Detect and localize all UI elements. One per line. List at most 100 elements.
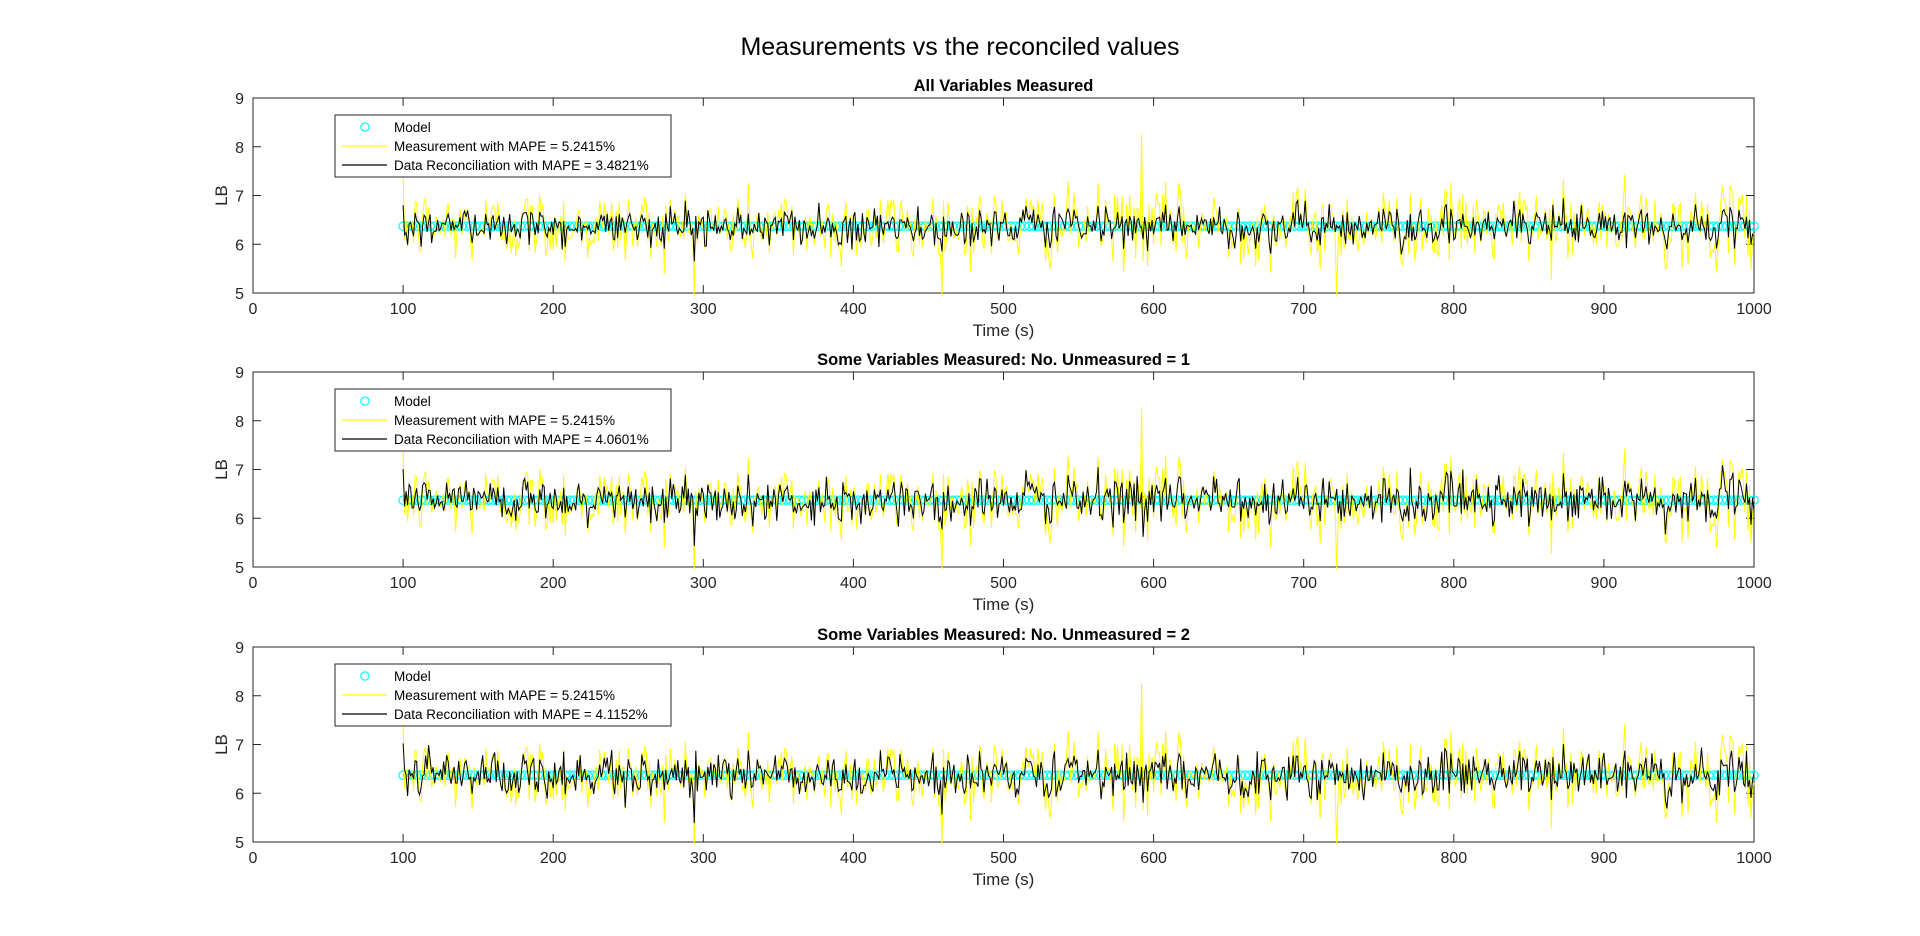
x-tick-label: 800 <box>1440 850 1467 867</box>
x-tick-label: 600 <box>1140 575 1167 592</box>
series-reconciliation-line <box>402 464 1755 547</box>
model-marker <box>510 770 521 781</box>
x-tick-label: 0 <box>249 850 258 867</box>
y-tick-label: 8 <box>235 414 244 431</box>
model-marker <box>1253 495 1264 506</box>
model-marker <box>488 770 498 781</box>
series-measurement-line <box>402 683 1755 845</box>
model-marker <box>1015 495 1025 506</box>
x-tick-label: 700 <box>1290 301 1317 318</box>
x-tick-label: 500 <box>990 850 1017 867</box>
model-marker <box>956 770 967 781</box>
model-marker <box>1019 495 1030 506</box>
model-marker <box>650 221 661 232</box>
y-tick-label: 6 <box>235 786 244 803</box>
subplot-3: Some Variables Measured: No. Unmeasured … <box>212 626 1772 889</box>
model-marker <box>830 221 841 232</box>
subplot-2: Some Variables Measured: No. Unmeasured … <box>212 351 1772 614</box>
subplot-title: Some Variables Measured: No. Unmeasured … <box>817 626 1190 644</box>
legend: Model Measurement with MAPE = 5.2415% Data… <box>334 114 672 178</box>
model-marker <box>1483 495 1494 506</box>
series-measurement-line <box>402 408 1755 570</box>
y-tick-label: 7 <box>235 738 244 755</box>
model-marker <box>1019 221 1030 232</box>
x-tick-label: 500 <box>990 301 1017 318</box>
x-tick-label: 300 <box>690 850 717 867</box>
model-marker <box>839 495 850 506</box>
model-marker <box>1082 495 1093 506</box>
model-marker <box>1483 770 1494 781</box>
x-tick-label: 500 <box>990 575 1017 592</box>
model-marker <box>1096 221 1106 232</box>
model-marker <box>997 770 1007 781</box>
y-tick-label: 9 <box>235 640 244 657</box>
model-marker <box>1361 495 1372 506</box>
model-marker <box>956 221 967 232</box>
legend-model-marker <box>360 122 370 132</box>
x-tick-label: 400 <box>840 850 867 867</box>
x-tick-label: 800 <box>1440 575 1467 592</box>
model-marker <box>636 495 647 506</box>
model-marker <box>510 221 521 232</box>
model-marker <box>1681 770 1692 781</box>
model-marker <box>416 221 426 232</box>
x-tick-label: 0 <box>249 575 258 592</box>
x-tick-label: 200 <box>540 301 567 318</box>
x-tick-label: 0 <box>249 301 258 318</box>
model-marker <box>420 770 431 781</box>
x-tick-label: 1000 <box>1736 850 1772 867</box>
model-marker <box>1348 221 1359 232</box>
model-marker <box>1663 495 1674 506</box>
x-tick-label: 400 <box>840 575 867 592</box>
model-marker <box>835 221 845 232</box>
legend: Model Measurement with MAPE = 5.2415% Data… <box>334 388 672 452</box>
model-marker <box>1524 221 1534 232</box>
model-marker <box>461 770 471 781</box>
model-marker <box>1073 221 1084 232</box>
model-marker <box>1325 770 1336 781</box>
model-marker <box>826 221 836 232</box>
model-marker <box>398 221 408 232</box>
legend-box <box>334 388 672 452</box>
legend-label-model: Model <box>394 394 431 409</box>
x-tick-label: 300 <box>690 575 717 592</box>
model-marker <box>398 770 408 781</box>
model-marker <box>1361 221 1372 232</box>
model-marker <box>1100 495 1111 506</box>
x-axis-label: Time (s) <box>973 595 1035 614</box>
model-marker <box>515 495 525 506</box>
model-marker <box>1578 770 1588 781</box>
y-tick-label: 8 <box>235 140 244 157</box>
model-marker <box>1551 495 1561 506</box>
legend-label-model: Model <box>394 669 431 684</box>
model-marker <box>501 770 512 781</box>
figure-title: Measurements vs the reconciled values <box>740 33 1179 61</box>
model-marker <box>1384 495 1395 506</box>
legend-label-reconciliation: Data Reconciliation with MAPE = 4.0601% <box>394 432 649 447</box>
legend-box <box>334 663 672 727</box>
model-marker <box>889 495 899 506</box>
y-tick-label: 9 <box>235 365 244 382</box>
model-marker <box>506 495 516 506</box>
model-marker <box>636 770 647 781</box>
x-tick-label: 300 <box>690 301 717 318</box>
model-marker <box>1641 221 1651 232</box>
model-marker <box>1663 221 1674 232</box>
model-marker <box>632 495 643 506</box>
x-tick-label: 1000 <box>1736 575 1772 592</box>
model-marker <box>659 221 670 232</box>
y-axis-label: LB <box>212 734 231 755</box>
model-marker <box>1546 495 1557 506</box>
model-marker <box>1483 221 1494 232</box>
legend-model-marker <box>360 396 370 406</box>
model-marker <box>1641 495 1651 506</box>
model-marker <box>1492 495 1503 506</box>
model-marker <box>497 770 507 781</box>
x-tick-label: 100 <box>390 850 417 867</box>
x-tick-label: 400 <box>840 301 867 318</box>
model-marker <box>1100 221 1111 232</box>
model-marker <box>492 495 503 506</box>
model-marker <box>1519 770 1530 781</box>
y-axis-label: LB <box>212 459 231 480</box>
